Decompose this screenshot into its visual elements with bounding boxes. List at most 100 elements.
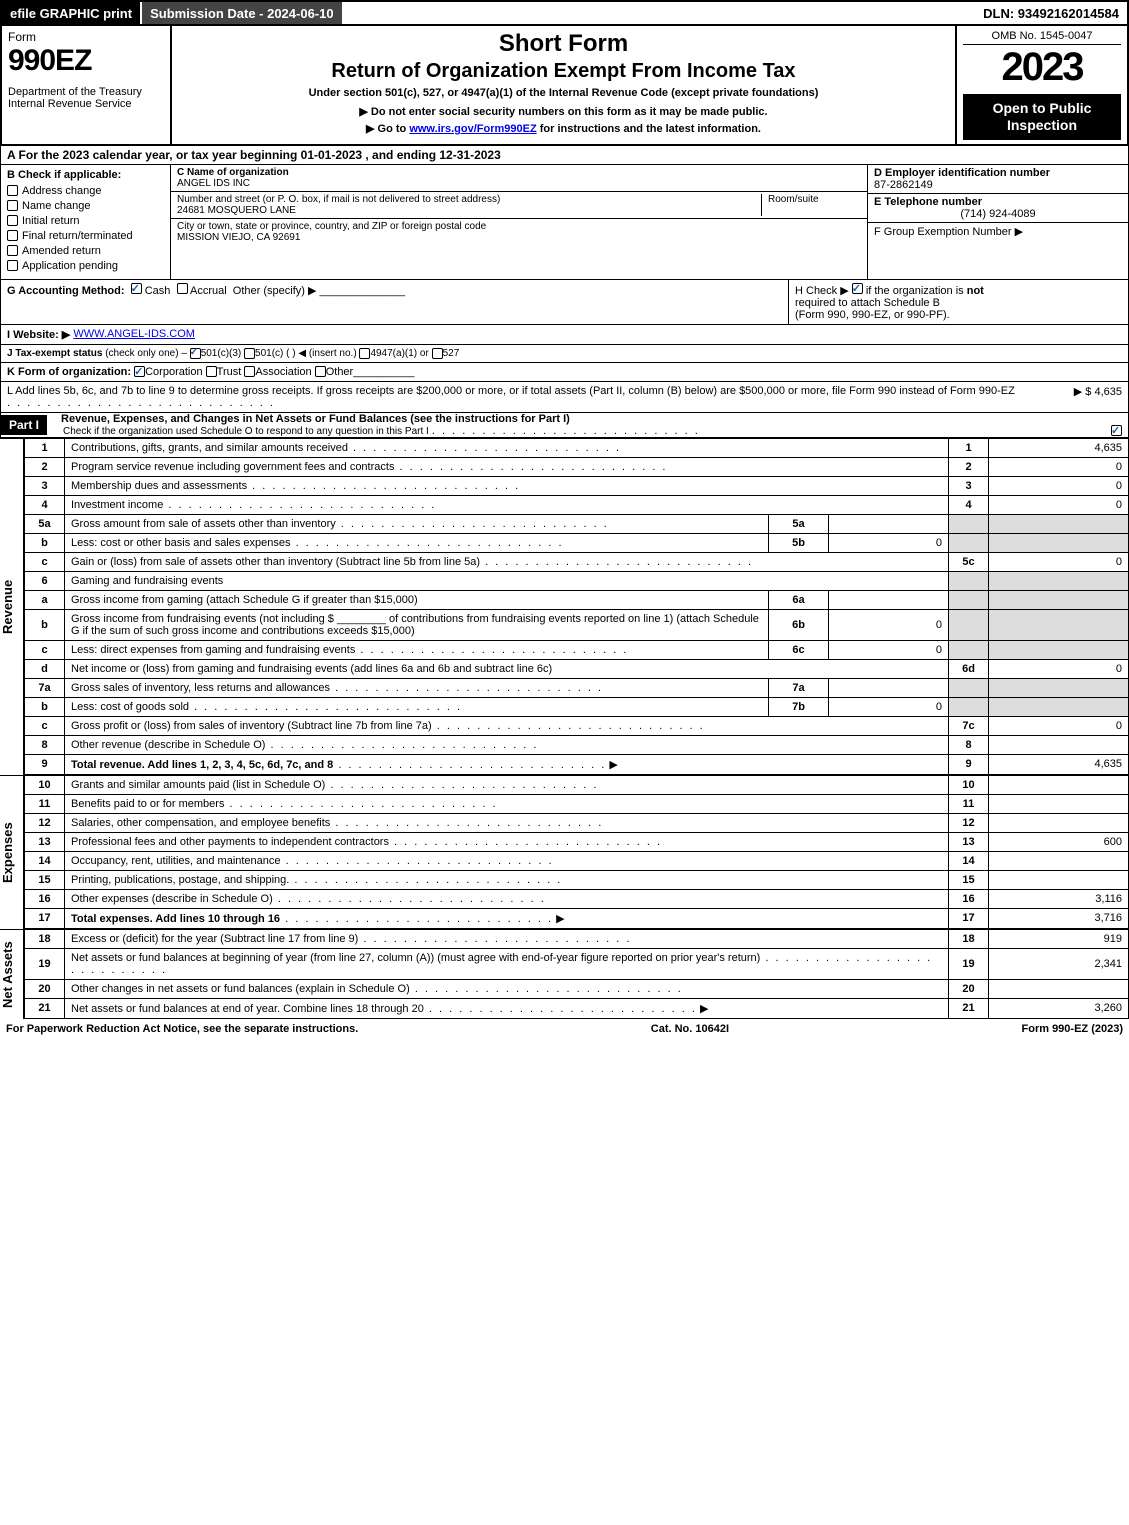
l5b-text: Less: cost or other basis and sales expe…: [71, 537, 291, 549]
l15-text: Printing, publications, postage, and shi…: [71, 874, 289, 886]
d-label: D Employer identification number: [874, 167, 1122, 179]
l6-text: Gaming and fundraising events: [65, 571, 949, 590]
l2-box: 2: [949, 457, 989, 476]
l6b-text1: Gross income from fundraising events (no…: [71, 613, 334, 625]
checkbox-address-change[interactable]: [7, 185, 18, 196]
website-link[interactable]: WWW.ANGEL-IDS.COM: [73, 328, 195, 341]
l16-num: 16: [25, 889, 65, 908]
l1-box: 1: [949, 438, 989, 457]
l4-text: Investment income: [71, 499, 163, 511]
l9-tri: ▶: [609, 758, 617, 771]
checkbox-501c3[interactable]: [190, 348, 201, 359]
l2-text: Program service revenue including govern…: [71, 461, 394, 473]
opt-name-change: Name change: [22, 200, 91, 212]
expenses-table: 10Grants and similar amounts paid (list …: [24, 775, 1129, 929]
checkbox-initial-return[interactable]: [7, 215, 18, 226]
l-amount: ▶ $ 4,635: [1022, 385, 1122, 409]
open-public-badge: Open to Public Inspection: [963, 94, 1121, 140]
l7a-sa: [829, 678, 949, 697]
checkbox-accrual[interactable]: [177, 283, 188, 294]
l11-num: 11: [25, 794, 65, 813]
l2-amt: 0: [989, 457, 1129, 476]
l7a-num: 7a: [25, 678, 65, 697]
form-header: Form 990EZ Department of the Treasury In…: [0, 26, 1129, 146]
g-label: G Accounting Method:: [7, 285, 125, 297]
i-label: I Website: ▶: [7, 328, 70, 341]
l7c-amt: 0: [989, 716, 1129, 735]
form-number: 990EZ: [8, 44, 164, 78]
l14-box: 14: [949, 851, 989, 870]
org-city: MISSION VIEJO, CA 92691: [177, 232, 861, 243]
note2-pre: ▶ Go to: [366, 123, 409, 135]
checkbox-assoc[interactable]: [244, 366, 255, 377]
footer-right-pre: Form: [1022, 1023, 1053, 1035]
title-short-form: Short Form: [180, 30, 947, 58]
checkbox-h[interactable]: [852, 283, 863, 294]
header-note1: ▶ Do not enter social security numbers o…: [180, 105, 947, 118]
l8-amt: [989, 735, 1129, 754]
l6b-sa: 0: [829, 609, 949, 640]
efile-print-label[interactable]: efile GRAPHIC print: [2, 2, 140, 24]
l9-box: 9: [949, 754, 989, 774]
side-netassets: Net Assets: [0, 929, 24, 1019]
l17-amt: 3,716: [989, 908, 1129, 928]
l8-box: 8: [949, 735, 989, 754]
row-k: K Form of organization: Corporation Trus…: [0, 363, 1129, 382]
checkbox-527[interactable]: [432, 348, 443, 359]
l15-amt: [989, 870, 1129, 889]
checkbox-corp[interactable]: [134, 366, 145, 377]
checkbox-other-org[interactable]: [315, 366, 326, 377]
l11-box: 11: [949, 794, 989, 813]
checkbox-501c[interactable]: [244, 348, 255, 359]
l7b-num: b: [25, 697, 65, 716]
expenses-block: Expenses 10Grants and similar amounts pa…: [0, 775, 1129, 929]
org-street: 24681 MOSQUERO LANE: [177, 205, 761, 216]
g-cash: Cash: [145, 285, 171, 297]
tax-year: 2023: [963, 45, 1121, 90]
l1-num: 1: [25, 438, 65, 457]
l6a-sa: [829, 590, 949, 609]
l5c-amt: 0: [989, 552, 1129, 571]
l21-text: Net assets or fund balances at end of ye…: [71, 1003, 424, 1015]
opt-amended-return: Amended return: [22, 245, 101, 257]
checkbox-cash[interactable]: [131, 283, 142, 294]
l4-amt: 0: [989, 495, 1129, 514]
l6c-text: Less: direct expenses from gaming and fu…: [71, 644, 355, 656]
l6c-sb: 6c: [769, 640, 829, 659]
k-other: Other: [326, 366, 354, 378]
l5c-box: 5c: [949, 552, 989, 571]
checkbox-amended-return[interactable]: [7, 245, 18, 256]
l17-tri: ▶: [556, 912, 564, 925]
c-city-label: City or town, state or province, country…: [177, 221, 861, 232]
l6c-sa: 0: [829, 640, 949, 659]
l21-tri: ▶: [700, 1002, 708, 1015]
opt-address-change: Address change: [22, 185, 102, 197]
l7b-sb: 7b: [769, 697, 829, 716]
e-label: E Telephone number: [874, 196, 1122, 208]
l5a-sa: [829, 514, 949, 533]
l11-amt: [989, 794, 1129, 813]
l9-num: 9: [25, 754, 65, 774]
l20-box: 20: [949, 979, 989, 998]
l6d-amt: 0: [989, 659, 1129, 678]
note2-post: for instructions and the latest informat…: [537, 123, 761, 135]
checkbox-name-change[interactable]: [7, 200, 18, 211]
checkbox-4947[interactable]: [359, 348, 370, 359]
dept-treasury: Department of the Treasury: [8, 86, 164, 98]
checkbox-final-return[interactable]: [7, 230, 18, 241]
k-assoc: Association: [255, 366, 311, 378]
omb-number: OMB No. 1545-0047: [963, 30, 1121, 45]
l21-box: 21: [949, 998, 989, 1018]
checkbox-trust[interactable]: [206, 366, 217, 377]
revenue-block: Revenue 1Contributions, gifts, grants, a…: [0, 438, 1129, 775]
l6a-sb: 6a: [769, 590, 829, 609]
l19-num: 19: [25, 948, 65, 979]
l19-text: Net assets or fund balances at beginning…: [71, 952, 760, 964]
irs-link[interactable]: www.irs.gov/Form990EZ: [409, 123, 536, 135]
l7c-text: Gross profit or (loss) from sales of inv…: [71, 720, 432, 732]
checkbox-schedule-o[interactable]: [1111, 425, 1122, 436]
j-501c: 501(c) ( ) ◀ (insert no.): [255, 348, 357, 359]
f-label: F Group Exemption Number ▶: [874, 225, 1122, 238]
checkbox-application-pending[interactable]: [7, 260, 18, 271]
l5c-text: Gain or (loss) from sale of assets other…: [71, 556, 480, 568]
